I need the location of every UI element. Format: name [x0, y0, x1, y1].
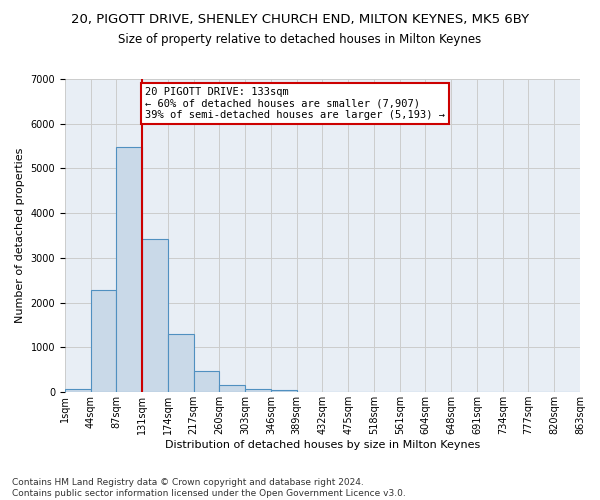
Bar	[271, 390, 296, 392]
Bar	[91, 290, 116, 392]
Bar	[142, 238, 168, 392]
Bar	[116, 147, 142, 392]
Text: Contains HM Land Registry data © Crown copyright and database right 2024.
Contai: Contains HM Land Registry data © Crown c…	[12, 478, 406, 498]
Text: 20 PIGOTT DRIVE: 133sqm
← 60% of detached houses are smaller (7,907)
39% of semi: 20 PIGOTT DRIVE: 133sqm ← 60% of detache…	[145, 87, 445, 120]
X-axis label: Distribution of detached houses by size in Milton Keynes: Distribution of detached houses by size …	[165, 440, 480, 450]
Bar	[168, 334, 194, 392]
Bar	[194, 371, 220, 392]
Y-axis label: Number of detached properties: Number of detached properties	[15, 148, 25, 324]
Bar	[245, 388, 271, 392]
Text: Size of property relative to detached houses in Milton Keynes: Size of property relative to detached ho…	[118, 32, 482, 46]
Bar	[65, 389, 91, 392]
Text: 20, PIGOTT DRIVE, SHENLEY CHURCH END, MILTON KEYNES, MK5 6BY: 20, PIGOTT DRIVE, SHENLEY CHURCH END, MI…	[71, 12, 529, 26]
Bar	[220, 385, 245, 392]
